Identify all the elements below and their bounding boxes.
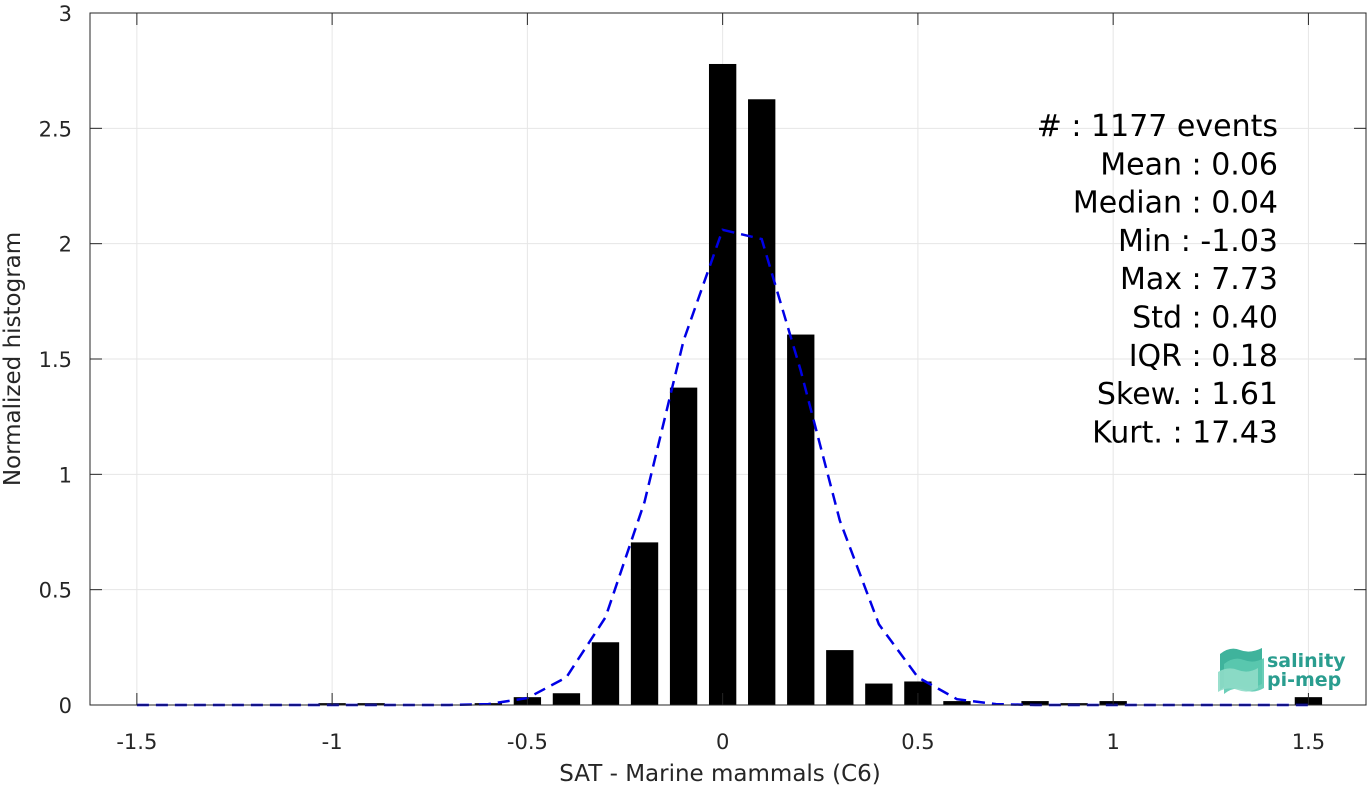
stat-line: Kurt. : 17.43 — [1092, 415, 1278, 450]
salinity-pi-mep-logo: salinity pi-mep — [1218, 648, 1346, 694]
logo-line1: salinity — [1267, 650, 1346, 672]
stat-line: Skew. : 1.61 — [1097, 377, 1278, 412]
x-tick-label: -1 — [322, 730, 343, 754]
stat-line: Min : -1.03 — [1118, 224, 1278, 259]
histogram-bar — [669, 387, 698, 705]
y-tick-label: 1.5 — [39, 348, 72, 372]
y-tick-label: 0 — [59, 694, 72, 718]
y-tick-label: 2.5 — [39, 117, 72, 141]
y-tick-label: 3 — [59, 2, 72, 26]
histogram-bar — [787, 334, 815, 705]
y-tick-label: 0.5 — [39, 579, 72, 603]
histogram-bars — [318, 63, 1323, 705]
x-axis-label: SAT - Marine mammals (C6) — [559, 761, 881, 785]
stat-line: Median : 0.04 — [1073, 186, 1278, 221]
logo-line2: pi-mep — [1267, 669, 1341, 691]
x-tick-label: 0 — [716, 730, 729, 754]
histogram-bar — [943, 701, 971, 705]
histogram-bar — [591, 642, 620, 705]
histogram-bar — [708, 63, 737, 705]
histogram-bar — [552, 693, 581, 705]
stat-line: # : 1177 events — [1037, 109, 1278, 144]
stat-line: Mean : 0.06 — [1100, 147, 1278, 182]
wave-logo-icon — [1218, 648, 1264, 694]
x-tick-labels: -1.5 -1 -0.5 0 0.5 1 1.5 — [116, 730, 1325, 754]
histogram-bar — [748, 99, 776, 705]
stat-line: Std : 0.40 — [1132, 301, 1278, 336]
stat-line: IQR : 0.18 — [1129, 339, 1278, 374]
y-tick-label: 2 — [59, 233, 72, 257]
x-tick-label: 0.5 — [901, 730, 934, 754]
x-tick-label: 1 — [1106, 730, 1119, 754]
y-tick-label: 1 — [59, 463, 72, 487]
y-tick-labels: 0 0.5 1 1.5 2 2.5 3 — [39, 2, 72, 718]
x-tick-label: -1.5 — [116, 730, 157, 754]
histogram-bar — [1021, 701, 1049, 705]
x-tick-label: -0.5 — [507, 730, 548, 754]
stat-line: Max : 7.73 — [1120, 262, 1278, 297]
x-tick-label: 1.5 — [1292, 730, 1325, 754]
histogram-bar — [630, 542, 659, 705]
axes — [89, 12, 1367, 706]
y-axis-label: Normalized histogram — [0, 232, 26, 486]
histogram-bar — [826, 650, 854, 705]
histogram-bar — [865, 683, 893, 705]
